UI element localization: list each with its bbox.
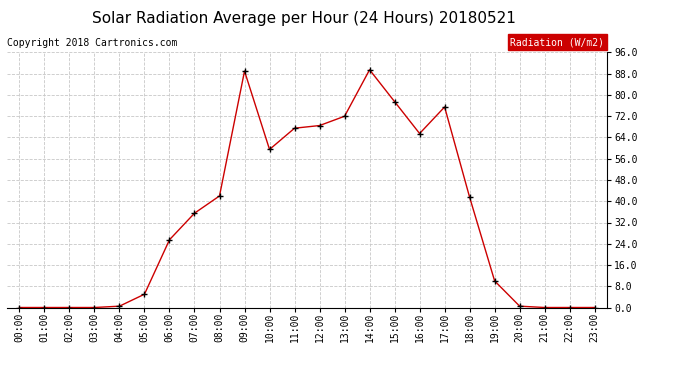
Text: Radiation (W/m2): Radiation (W/m2) [511,38,604,47]
Text: Solar Radiation Average per Hour (24 Hours) 20180521: Solar Radiation Average per Hour (24 Hou… [92,11,515,26]
Text: Copyright 2018 Cartronics.com: Copyright 2018 Cartronics.com [7,38,177,48]
